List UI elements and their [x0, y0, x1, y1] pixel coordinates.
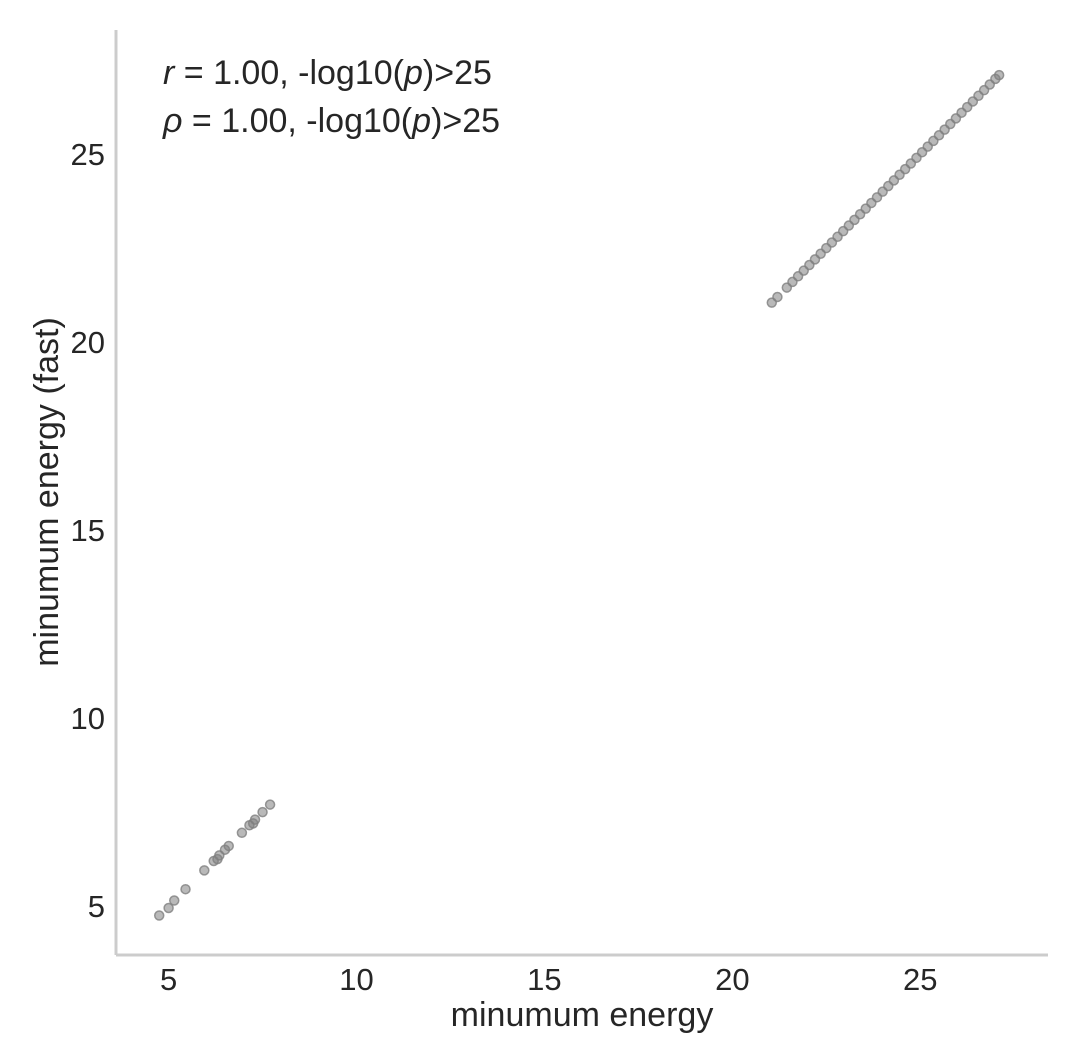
x-tick-label: 20 — [715, 962, 749, 997]
y-tick-label: 5 — [88, 889, 105, 924]
y-tick-label: 15 — [71, 513, 105, 548]
y-axis-label: minumum energy (fast) — [28, 317, 66, 667]
x-tick-label: 15 — [527, 962, 561, 997]
data-point — [264, 799, 276, 810]
y-tick-labels: 5 10 15 20 25 — [71, 137, 105, 924]
data-point — [257, 806, 268, 818]
stats-line: ρ = 1.00, -log10(p)>25 — [162, 102, 500, 140]
x-tick-label: 5 — [160, 962, 177, 997]
x-tick-label: 25 — [903, 962, 937, 997]
y-tick-label: 25 — [71, 137, 105, 172]
x-tick-labels: 5 10 15 20 25 — [160, 962, 937, 997]
data-point — [199, 865, 210, 876]
data-point — [236, 827, 248, 839]
stats-annotation: r = 1.00, -log10(p)>25 ρ = 1.00, -log10(p… — [162, 54, 500, 140]
data-point — [169, 895, 180, 906]
data-point — [163, 902, 174, 914]
data-point — [993, 69, 1005, 81]
x-axis-label: minumum energy — [451, 996, 714, 1034]
y-tick-label: 20 — [71, 325, 105, 360]
data-point — [153, 910, 165, 921]
points-layer — [153, 69, 1005, 921]
data-point — [772, 291, 783, 303]
stats-line: r = 1.00, -log10(p)>25 — [163, 54, 492, 92]
data-point — [223, 840, 234, 852]
y-tick-label: 10 — [71, 701, 105, 736]
data-point — [180, 883, 191, 895]
x-tick-label: 10 — [339, 962, 373, 997]
data-point — [249, 814, 261, 825]
